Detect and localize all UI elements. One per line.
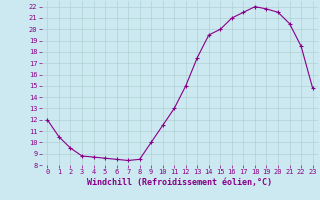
X-axis label: Windchill (Refroidissement éolien,°C): Windchill (Refroidissement éolien,°C) bbox=[87, 178, 273, 187]
